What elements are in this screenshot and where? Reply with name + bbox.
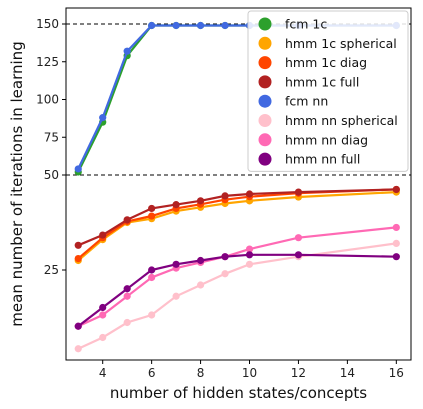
data-point — [172, 21, 180, 30]
x-tick-label: 16 — [389, 366, 404, 380]
legend-marker — [258, 94, 272, 108]
data-point — [245, 245, 254, 253]
data-point — [148, 311, 156, 319]
data-point — [172, 201, 180, 209]
series-line-hmm-1c-spherical — [77, 191, 397, 262]
data-point — [123, 285, 131, 293]
series-hmm-1c-full — [74, 185, 400, 249]
y-tick-label: 75 — [44, 130, 59, 144]
x-tick-label: 6 — [148, 366, 156, 380]
data-point — [172, 260, 180, 268]
series-line-hmm-nn-full — [77, 253, 397, 328]
data-point — [74, 345, 82, 353]
legend-marker — [258, 75, 272, 89]
data-point — [74, 165, 82, 173]
data-point — [123, 292, 131, 300]
legend-label: hmm 1c spherical — [285, 36, 397, 51]
data-point — [99, 333, 107, 342]
data-point — [99, 311, 107, 319]
legend-marker — [258, 17, 272, 31]
y-tick-label: 100 — [36, 93, 59, 107]
x-tick-label: 8 — [197, 366, 205, 380]
series-line-hmm-1c-full — [77, 188, 397, 247]
data-point — [172, 292, 180, 300]
data-point — [123, 216, 131, 224]
data-point — [221, 21, 229, 30]
legend-marker — [258, 36, 272, 50]
x-axis: 4 6 8 10 12 14 16 — [99, 360, 404, 380]
x-tick-label: 4 — [99, 366, 107, 380]
series-hmm-nn-spherical — [74, 239, 400, 353]
data-point — [148, 21, 156, 30]
y-tick-label: 150 — [36, 17, 59, 31]
data-point — [196, 256, 205, 265]
data-point — [74, 322, 82, 330]
y-tick-label: 25 — [44, 263, 59, 277]
data-point — [221, 192, 229, 200]
data-point — [99, 114, 107, 122]
data-point — [74, 241, 82, 249]
series-line-hmm-nn-diag — [77, 226, 397, 328]
legend-marker — [258, 56, 272, 70]
legend-label: hmm nn full — [285, 152, 360, 167]
legend-marker — [258, 152, 272, 166]
x-tick-label: 14 — [340, 366, 355, 380]
legend-label: fcm nn — [285, 94, 328, 109]
data-point — [392, 239, 400, 247]
y-axis: 25 50 75 100 125 150 — [36, 17, 66, 277]
legend-label: hmm 1c diag — [285, 55, 367, 70]
x-tick-label: 10 — [242, 366, 257, 380]
data-point — [221, 270, 229, 278]
data-point — [74, 255, 82, 263]
series-hmm-nn-full — [74, 251, 400, 330]
x-tick-label: 12 — [291, 366, 306, 380]
data-point — [245, 260, 254, 268]
legend-label: hmm 1c full — [285, 74, 359, 89]
data-point — [245, 251, 254, 259]
data-point — [148, 273, 156, 282]
legend-label: hmm nn spherical — [285, 113, 398, 128]
data-point — [245, 190, 254, 198]
y-tick-label: 125 — [36, 55, 59, 69]
series-line-hmm-1c-diag — [77, 188, 397, 260]
legend-marker — [258, 114, 272, 127]
data-point — [196, 21, 205, 30]
data-point — [99, 303, 107, 312]
data-point — [196, 281, 205, 289]
data-point — [294, 251, 303, 259]
legend-label: fcm 1c — [285, 17, 327, 32]
legend-label: hmm nn diag — [285, 132, 368, 147]
data-point — [99, 231, 107, 239]
data-point — [123, 47, 131, 55]
data-point — [392, 185, 400, 194]
data-point — [294, 234, 303, 242]
legend-marker — [258, 133, 272, 147]
data-point — [196, 197, 205, 205]
data-point — [148, 204, 156, 213]
legend: fcm 1c hmm 1c spherical hmm 1c diag hmm 1c … — [247, 10, 409, 172]
data-point — [392, 223, 400, 232]
legend-box — [247, 10, 409, 172]
y-tick-label: 50 — [44, 168, 59, 182]
data-point — [148, 266, 156, 274]
data-point — [148, 212, 156, 220]
data-point — [221, 253, 229, 261]
data-point — [294, 188, 303, 196]
series-line-hmm-nn-spherical — [77, 242, 397, 350]
data-point — [392, 253, 400, 261]
y-axis-title: mean number of iterations in learning — [8, 41, 26, 326]
x-axis-title: number of hidden states/concepts — [110, 384, 367, 402]
data-point — [123, 318, 131, 327]
